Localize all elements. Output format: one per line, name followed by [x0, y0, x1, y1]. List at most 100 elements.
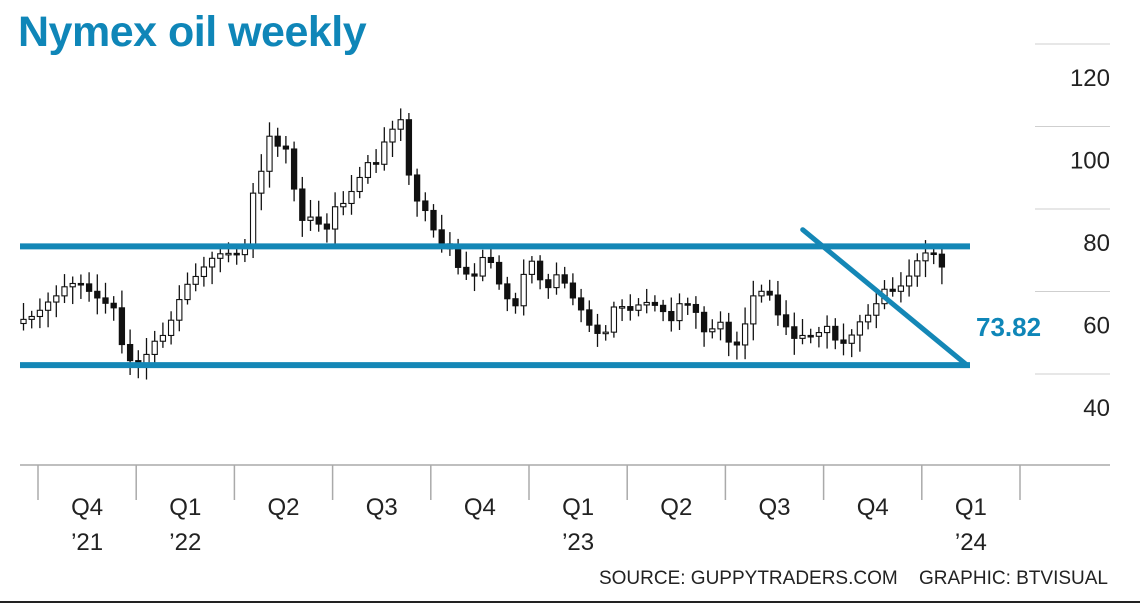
- candle-body-down: [233, 252, 240, 256]
- x-year-label: ’21: [71, 529, 103, 556]
- candle-body-down: [561, 274, 568, 284]
- candle: [750, 280, 757, 341]
- candle: [348, 174, 355, 215]
- candle-body-up: [69, 282, 76, 288]
- candle: [274, 127, 281, 157]
- candle: [85, 272, 93, 302]
- candle-body-up: [258, 170, 265, 194]
- candle-body-down: [282, 145, 290, 150]
- candle-body-down: [430, 209, 437, 231]
- candle: [823, 315, 831, 349]
- candle: [791, 312, 798, 355]
- candle-body-up: [602, 331, 609, 335]
- candle-body-up: [340, 202, 347, 208]
- candle: [627, 294, 634, 321]
- candle-body-up: [217, 253, 224, 259]
- candle-body-up: [307, 216, 314, 221]
- candle: [594, 313, 601, 347]
- candle-body-up: [676, 303, 683, 322]
- x-tick-label: Q3: [366, 494, 398, 521]
- candle-body-up: [176, 299, 183, 321]
- candle-body-up: [184, 283, 191, 301]
- candle: [504, 276, 511, 312]
- candle: [463, 251, 470, 280]
- y-tick-label: 120: [1070, 65, 1110, 92]
- candle: [94, 274, 101, 315]
- candle: [184, 272, 191, 305]
- candle-body-down: [840, 339, 847, 344]
- candle: [799, 319, 806, 345]
- x-year-label: ’23: [562, 529, 594, 556]
- bottom-rule: [0, 601, 1140, 603]
- candle: [167, 311, 175, 345]
- candle-body-up: [20, 318, 27, 325]
- candle-body-up: [610, 306, 618, 333]
- candle-body-down: [299, 188, 306, 221]
- candle-body-down: [102, 297, 109, 304]
- candle: [69, 276, 76, 305]
- candle-body-down: [938, 253, 946, 268]
- candle-body-up: [44, 301, 52, 311]
- candle-body-up: [848, 334, 855, 344]
- candle: [356, 166, 363, 199]
- candle-body-up: [208, 257, 216, 268]
- candle: [118, 290, 126, 354]
- candle: [709, 319, 716, 339]
- candle: [938, 248, 946, 285]
- candle-body-down: [94, 290, 101, 299]
- candle-body-up: [799, 334, 806, 339]
- candle-body-up: [922, 252, 929, 262]
- candle-body-up: [348, 190, 355, 205]
- candle-body-up: [750, 295, 757, 325]
- source-credit: SOURCE: GUPPYTRADERS.COM GRAPHIC: BTVISU…: [583, 568, 1108, 590]
- candle-body-down: [315, 216, 322, 225]
- source-text: SOURCE: GUPPYTRADERS.COM: [598, 568, 898, 589]
- candle: [299, 176, 306, 237]
- candle-body-down: [512, 298, 519, 307]
- candle-body-down: [274, 135, 281, 147]
- candle-body-down: [77, 282, 85, 286]
- x-tick-label: Q4: [464, 494, 496, 521]
- candle-body-up: [643, 301, 650, 306]
- x-tick-label: Q1: [169, 494, 201, 521]
- candle-body-down: [659, 304, 667, 313]
- candle-body-down: [832, 325, 839, 341]
- candle: [44, 292, 52, 328]
- candle: [553, 262, 560, 295]
- candle-body-up: [815, 332, 823, 337]
- candle-body-up: [864, 314, 872, 323]
- candle: [405, 113, 413, 185]
- candle: [290, 141, 298, 202]
- candle: [864, 304, 872, 330]
- candle-body-up: [200, 266, 208, 278]
- candle-body-down: [545, 279, 552, 289]
- candle-body-up: [709, 328, 716, 333]
- candle: [422, 192, 429, 222]
- candle-body-up: [28, 315, 35, 320]
- candle-body-up: [249, 192, 257, 247]
- candle: [28, 310, 35, 329]
- candle: [774, 280, 782, 326]
- candle: [897, 272, 905, 303]
- candle-body-up: [741, 323, 749, 346]
- candle: [717, 311, 724, 341]
- candle-body-down: [126, 343, 134, 362]
- x-tick-label: Q4: [71, 494, 103, 521]
- candle-body-down: [495, 261, 503, 285]
- candle-body-down: [85, 283, 93, 292]
- candle: [733, 331, 741, 360]
- x-tick-label: Q2: [267, 494, 299, 521]
- candle-body-down: [766, 290, 773, 296]
- candle: [364, 155, 372, 184]
- candle: [602, 325, 609, 341]
- candle-body-down: [290, 148, 298, 190]
- candle-body-up: [914, 260, 921, 277]
- candle: [692, 296, 700, 329]
- candle: [479, 249, 486, 282]
- y-tick-label: 60: [1083, 313, 1110, 340]
- candle: [856, 314, 864, 352]
- candle-body-down: [930, 252, 937, 256]
- candle: [340, 191, 347, 216]
- y-tick-label: 100: [1070, 148, 1110, 175]
